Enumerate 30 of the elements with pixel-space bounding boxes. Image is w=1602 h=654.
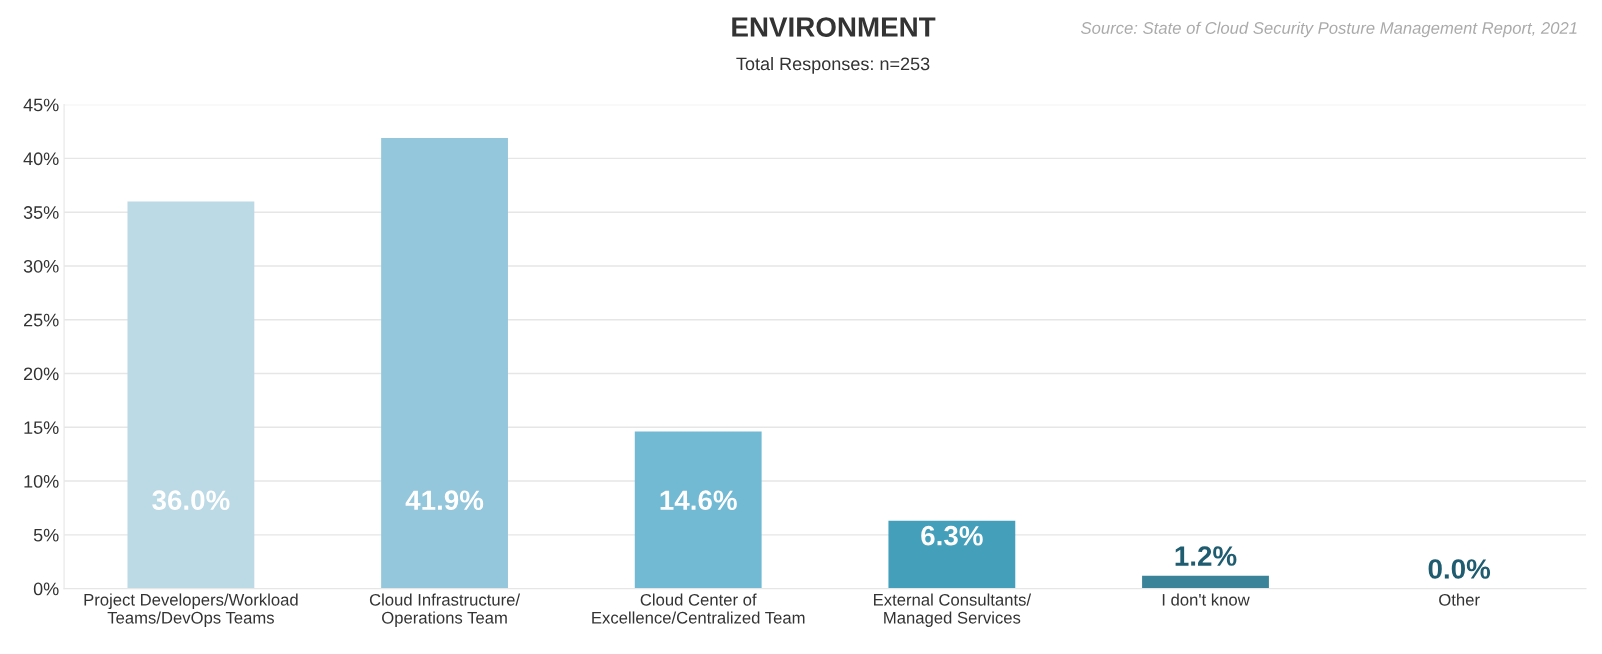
- y-tick-label: 25%: [23, 313, 59, 327]
- x-tick-label: I don't know: [1162, 593, 1250, 606]
- y-tick-label: 40%: [23, 152, 59, 166]
- bar: [1142, 575, 1269, 589]
- bar: [127, 201, 255, 589]
- x-tick-label: Project Developers/Workload Teams/DevOps Teams: [84, 593, 298, 627]
- y-tick-label: 10%: [24, 474, 59, 488]
- source-note: Source: State of Cloud Security Posture Management Report, 2021: [1080, 21, 1577, 38]
- bar: [634, 431, 762, 589]
- y-tick-label: 0%: [33, 582, 59, 596]
- data-label: 36.0%: [152, 490, 230, 511]
- data-label: 14.6%: [660, 490, 737, 511]
- data-label: 0.0%: [1428, 559, 1491, 579]
- chart-title: ENVIRONMENT: [732, 17, 936, 37]
- data-label: 41.9%: [405, 490, 484, 511]
- bar: [381, 137, 508, 589]
- x-tick-label: External Consultants/ Managed Services: [874, 593, 1032, 627]
- x-tick-label: Cloud Center of Excellence/Centralized Team: [592, 593, 805, 624]
- x-tick-label: Cloud Infrastructure/ Operations Team: [369, 593, 521, 627]
- y-tick-label: 45%: [23, 98, 59, 112]
- bar: [888, 520, 1016, 589]
- x-tick-label: Other: [1439, 593, 1480, 606]
- y-tick-label: 35%: [23, 206, 59, 219]
- y-tick-label: 30%: [23, 259, 59, 273]
- data-label: 6.3%: [921, 525, 983, 546]
- y-tick-label: 20%: [23, 367, 59, 381]
- chart-subtitle: Total Responses: n=253: [736, 56, 930, 74]
- y-tick-label: 5%: [33, 528, 59, 542]
- data-label: 1.2%: [1175, 546, 1237, 566]
- y-tick-label: 15%: [24, 421, 59, 434]
